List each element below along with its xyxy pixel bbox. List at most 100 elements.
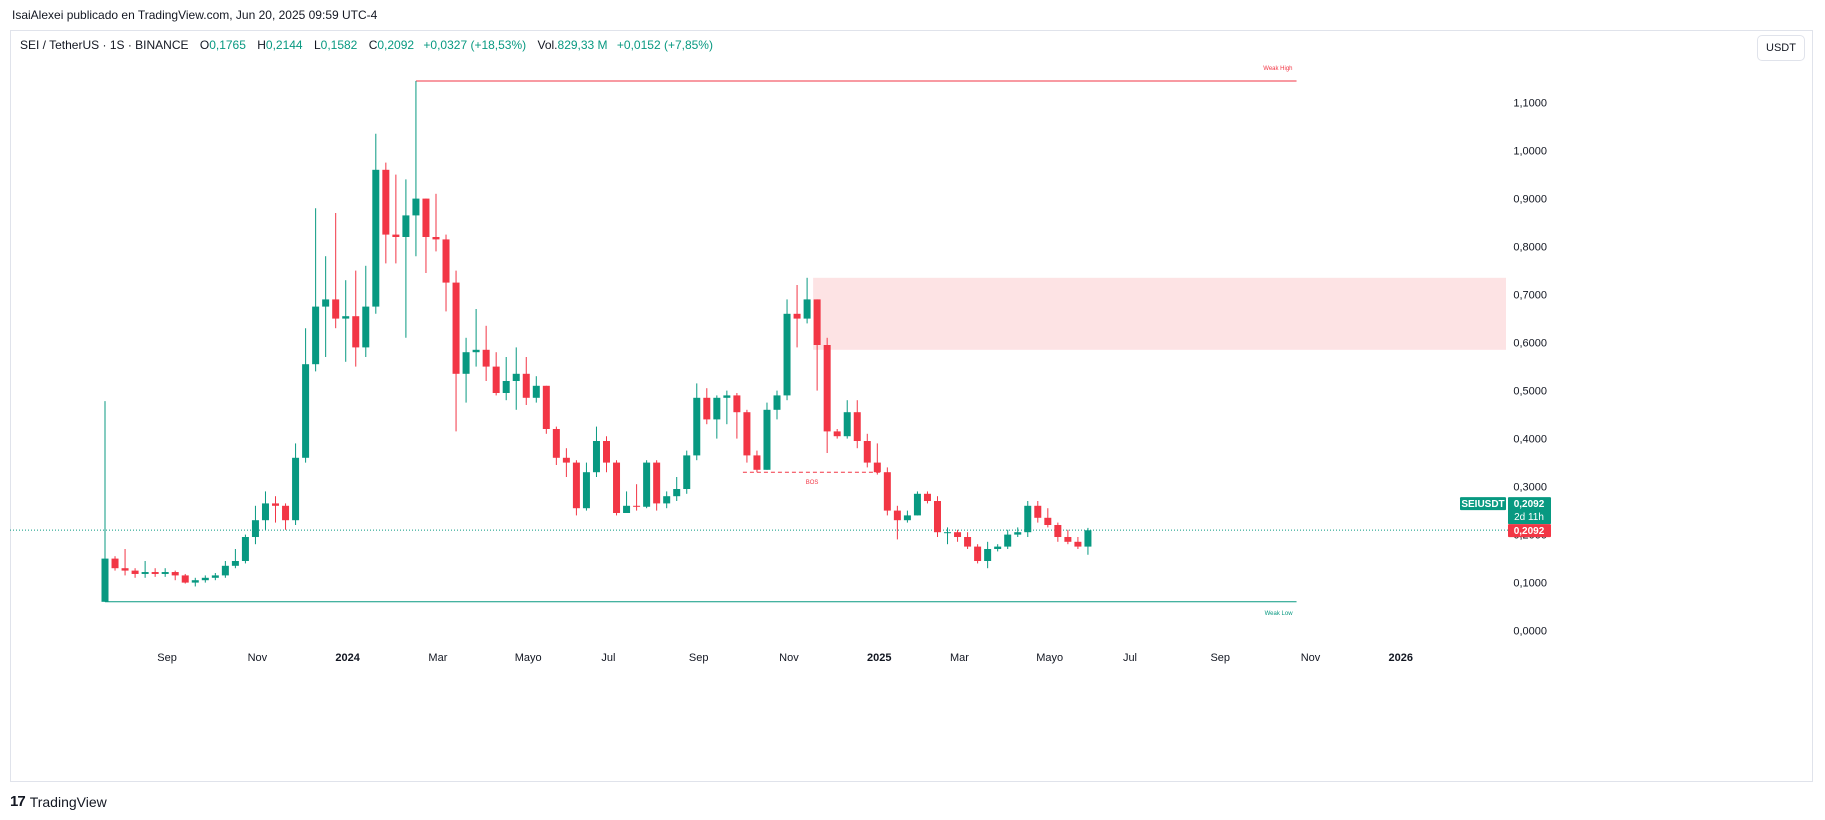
x-tick-label: Mayo bbox=[515, 652, 542, 664]
tradingview-brand[interactable]: 17 TradingView bbox=[10, 793, 107, 810]
candle-body bbox=[974, 546, 982, 561]
candle-body bbox=[713, 397, 721, 420]
candle-body bbox=[462, 352, 470, 374]
candle bbox=[181, 573, 189, 584]
candle bbox=[422, 198, 430, 273]
candle bbox=[241, 534, 249, 564]
y-tick-label: 0,9000 bbox=[1513, 194, 1547, 206]
candle bbox=[903, 510, 911, 523]
candle-body bbox=[863, 441, 871, 463]
candle-body bbox=[933, 501, 941, 533]
candle bbox=[1014, 527, 1022, 537]
candle bbox=[121, 549, 129, 576]
candle bbox=[302, 328, 310, 463]
candle bbox=[623, 491, 631, 513]
candle-body bbox=[663, 496, 671, 504]
candle bbox=[964, 532, 972, 549]
y-tick-label: 0,0000 bbox=[1513, 626, 1547, 638]
volume-value: 829,33 M bbox=[557, 38, 608, 52]
candle-body bbox=[1004, 534, 1012, 547]
last-price-badge bbox=[1508, 524, 1551, 538]
candle bbox=[402, 179, 410, 338]
candle bbox=[261, 491, 269, 530]
candle-body bbox=[562, 457, 570, 463]
candle bbox=[673, 477, 681, 501]
candle bbox=[693, 383, 701, 461]
countdown-text: 2d 11h bbox=[1514, 512, 1544, 523]
y-tick-label: 0,1000 bbox=[1513, 578, 1547, 590]
candle-body bbox=[572, 462, 580, 509]
candle-body bbox=[723, 395, 731, 398]
candle-body bbox=[633, 505, 641, 507]
candle-body bbox=[101, 558, 109, 602]
candle bbox=[492, 352, 500, 396]
candle-body bbox=[1074, 541, 1082, 547]
x-tick-label: 2024 bbox=[335, 652, 360, 664]
candle-body bbox=[783, 313, 791, 396]
price-countdown-badge bbox=[1508, 497, 1551, 525]
candle bbox=[382, 162, 390, 264]
candle-body bbox=[773, 395, 781, 410]
candle-body bbox=[382, 169, 390, 235]
symbol-badge bbox=[1460, 497, 1506, 511]
low-value: 0,1582 bbox=[320, 38, 358, 52]
candle bbox=[151, 568, 159, 577]
candle-body bbox=[1084, 530, 1092, 547]
candle bbox=[613, 460, 621, 516]
candle bbox=[793, 285, 801, 348]
candle bbox=[1034, 501, 1042, 523]
currency-unit-button[interactable]: USDT bbox=[1757, 35, 1805, 61]
candle-body bbox=[302, 364, 310, 458]
candle bbox=[141, 561, 149, 578]
candle bbox=[552, 426, 560, 465]
high-value: 0,2144 bbox=[265, 38, 303, 52]
y-tick-label: 0,6000 bbox=[1513, 338, 1547, 350]
candle-body bbox=[332, 299, 340, 319]
badge-price-text: 0,2092 bbox=[1514, 499, 1545, 510]
candle bbox=[322, 256, 330, 357]
y-tick-label: 0,3000 bbox=[1513, 482, 1547, 494]
candle bbox=[292, 443, 300, 525]
change-value: +0,0327 (+18,53%) bbox=[423, 38, 527, 52]
candle-body bbox=[472, 349, 480, 353]
weak-low-label: Weak Low bbox=[1265, 611, 1294, 617]
y-tick-label: 0,7000 bbox=[1513, 290, 1547, 302]
y-tick-label: 1,1000 bbox=[1513, 98, 1547, 110]
candle bbox=[853, 400, 861, 449]
candle-body bbox=[813, 299, 821, 345]
candle bbox=[432, 193, 440, 252]
open-value: 0,1765 bbox=[209, 38, 246, 52]
candle-body bbox=[392, 234, 400, 237]
candle-body bbox=[522, 373, 530, 398]
candle-body bbox=[623, 505, 631, 513]
candle bbox=[974, 544, 982, 564]
candle bbox=[833, 429, 841, 439]
publisher-line: IsaiAlexei publicado en TradingView.com,… bbox=[12, 8, 378, 22]
candle-body bbox=[673, 489, 681, 497]
candle-body bbox=[141, 572, 149, 574]
symbol-title[interactable]: SEI / TetherUS · 1S · BINANCE bbox=[20, 38, 189, 52]
candle-body bbox=[883, 472, 891, 511]
candle-body bbox=[592, 441, 600, 473]
candle-body bbox=[231, 561, 239, 566]
brand-name: TradingView bbox=[29, 793, 107, 810]
candle-body bbox=[241, 537, 249, 561]
candle bbox=[823, 337, 831, 453]
x-tick-label: Nov bbox=[779, 652, 799, 664]
candle bbox=[1054, 522, 1062, 542]
candle bbox=[863, 433, 871, 468]
candle-body bbox=[442, 239, 450, 283]
y-tick-label: 0,8000 bbox=[1513, 242, 1547, 254]
candle bbox=[312, 208, 320, 372]
candle bbox=[1084, 527, 1092, 555]
candle bbox=[783, 299, 791, 401]
candle-body bbox=[984, 549, 992, 561]
candle bbox=[282, 503, 290, 530]
candle-body bbox=[853, 412, 861, 441]
candle-body bbox=[211, 575, 219, 578]
candle bbox=[683, 450, 691, 494]
candle-body bbox=[954, 532, 962, 537]
candle bbox=[733, 393, 741, 439]
candle bbox=[923, 491, 931, 504]
